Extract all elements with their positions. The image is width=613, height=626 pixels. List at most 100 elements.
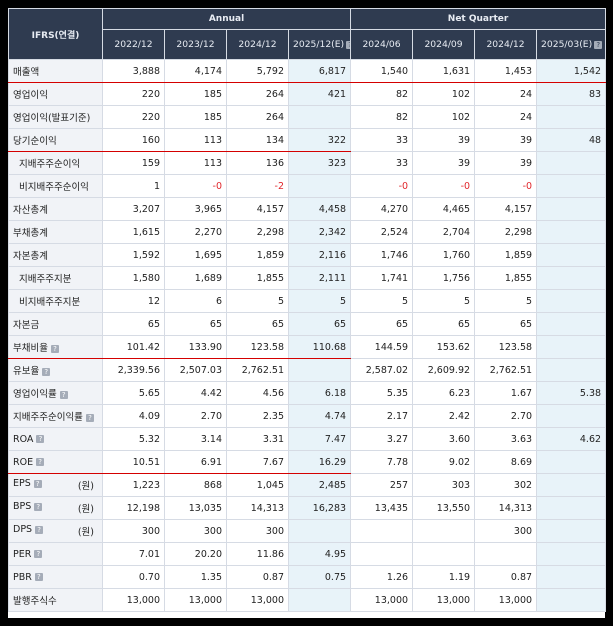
value-cell: 868 <box>164 473 227 497</box>
row-label: 영업이익 <box>13 90 48 101</box>
value-cell: 185 <box>164 82 227 106</box>
value-cell: 5 <box>350 289 414 313</box>
row-label: 지배주주순이익 <box>19 159 81 170</box>
value-cell: 33 <box>350 151 414 175</box>
value-cell: 1,746 <box>350 243 414 267</box>
value-cell <box>474 542 538 566</box>
row-label: ROE <box>13 456 34 468</box>
value-cell: 10.51 <box>102 450 165 474</box>
row-label: 부채비율 <box>13 343 48 354</box>
table-row: BPS? (원) 12,198 13,035 14,313 16,283 13,435 13,… <box>8 496 607 520</box>
value-cell: 2.17 <box>350 404 414 428</box>
estimate-help-icon[interactable]: ? <box>594 40 603 49</box>
help-icon[interactable]: ? <box>33 479 42 488</box>
value-cell: 4,157 <box>226 197 289 221</box>
period-label: 2022/12 <box>114 39 153 50</box>
value-cell: 2,524 <box>350 220 414 244</box>
ifrs-basis-header: IFRS(연결) <box>8 8 103 60</box>
row-label: 비지배주주지분 <box>19 297 81 308</box>
value-cell: 4.56 <box>226 381 289 405</box>
value-cell: 3.63 <box>474 427 538 451</box>
period-label: 2024/12 <box>238 39 277 50</box>
value-cell: 8.69 <box>474 450 538 474</box>
value-cell: 4,458 <box>287 197 352 221</box>
value-cell <box>412 542 476 566</box>
value-cell: 1,859 <box>474 243 538 267</box>
value-cell: 1,756 <box>412 266 476 290</box>
value-cell: 1,542 <box>536 59 607 83</box>
row-label: 지배주주지분 <box>19 274 72 285</box>
value-cell: 4,270 <box>350 197 414 221</box>
help-icon[interactable]: ? <box>36 458 45 466</box>
value-cell: 3.27 <box>350 427 414 451</box>
value-cell: 101.42 <box>102 335 165 359</box>
value-cell: 2,339.56 <box>102 358 165 382</box>
value-cell: 4,157 <box>474 197 538 221</box>
table-row: 부채총계 1,615 2,270 2,298 2,342 2,524 2,704 2,298 <box>8 220 607 244</box>
value-cell: 153.62 <box>412 335 476 359</box>
row-label-cell: 영업이익(발표기준) <box>8 105 103 129</box>
value-cell: 12 <box>102 289 165 313</box>
value-cell: 3,965 <box>164 197 227 221</box>
table-row: 영업이익(발표기준) 220 185 264 82 102 24 <box>8 105 607 129</box>
value-cell <box>536 105 607 129</box>
row-label-cell: DPS? (원) <box>8 519 103 543</box>
table-row: PBR? 0.70 1.35 0.87 0.75 1.26 1.19 0.87 <box>8 565 607 589</box>
value-cell <box>536 151 607 175</box>
value-cell: 2,704 <box>412 220 476 244</box>
value-cell: 1,760 <box>412 243 476 267</box>
row-label: PER <box>13 548 32 560</box>
value-cell: 1,045 <box>226 473 289 497</box>
value-cell: 65 <box>287 312 352 336</box>
help-icon[interactable]: ? <box>59 390 68 399</box>
value-cell: 3.31 <box>226 427 289 451</box>
table-row: 발행주식수 13,000 13,000 13,000 13,000 13,000 13,00… <box>8 588 607 612</box>
help-icon[interactable]: ? <box>34 502 43 511</box>
help-icon[interactable]: ? <box>34 573 43 581</box>
estimate-help-icon[interactable]: ? <box>346 40 350 49</box>
value-cell: 39 <box>412 128 476 152</box>
table-row: EPS? (원) 1,223 868 1,045 2,485 257 303 302 <box>8 473 607 497</box>
value-cell: 110.68 <box>287 335 352 359</box>
value-cell: 113 <box>164 128 227 152</box>
value-cell: 2,298 <box>226 220 289 244</box>
value-cell: 7.67 <box>226 450 289 474</box>
help-icon[interactable]: ? <box>34 550 43 558</box>
row-label-cell: 유보율? <box>8 358 103 382</box>
value-cell: 33 <box>350 128 414 152</box>
value-cell: 1,615 <box>102 220 165 244</box>
row-label-cell: ROA? <box>8 427 103 451</box>
value-cell: 1,540 <box>350 59 414 83</box>
value-cell: 1,453 <box>474 59 538 83</box>
value-cell <box>536 312 607 336</box>
value-cell: 322 <box>287 128 352 152</box>
value-cell: 1,631 <box>412 59 476 83</box>
value-cell: 16.29 <box>287 450 352 474</box>
row-label-cell: 자본총계 <box>8 243 103 267</box>
help-icon[interactable]: ? <box>42 367 51 376</box>
value-cell <box>536 197 607 221</box>
value-cell: 2.70 <box>474 404 538 428</box>
row-label: 비지배주주순이익 <box>19 182 89 193</box>
row-label-cell: 영업이익 <box>8 82 103 106</box>
header-group-row: IFRS(연결) Annual Net Quarter <box>8 8 607 60</box>
value-cell: 2,298 <box>474 220 538 244</box>
value-cell: 12,198 <box>102 496 165 520</box>
value-cell: 48 <box>536 128 607 152</box>
value-cell: -0 <box>412 174 476 198</box>
value-cell: 13,000 <box>412 588 476 612</box>
table-row: PER? 7.01 20.20 11.86 4.95 <box>8 542 607 566</box>
value-cell <box>536 289 607 313</box>
row-label: 당기순이익 <box>13 136 57 147</box>
help-icon[interactable]: ? <box>85 413 94 422</box>
row-label-cell: 지배주주순이익 <box>8 151 103 175</box>
row-label-cell: 지배주주순이익률? <box>8 404 103 428</box>
table-row: 자본총계 1,592 1,695 1,859 2,116 1,746 1,760 1,859 <box>8 243 607 267</box>
row-label: BPS <box>13 501 32 512</box>
value-cell <box>287 174 352 198</box>
help-icon[interactable]: ? <box>50 344 59 353</box>
value-cell: 4,465 <box>412 197 476 221</box>
help-icon[interactable]: ? <box>35 525 44 534</box>
help-icon[interactable]: ? <box>36 435 45 443</box>
value-cell: 3.14 <box>164 427 227 451</box>
